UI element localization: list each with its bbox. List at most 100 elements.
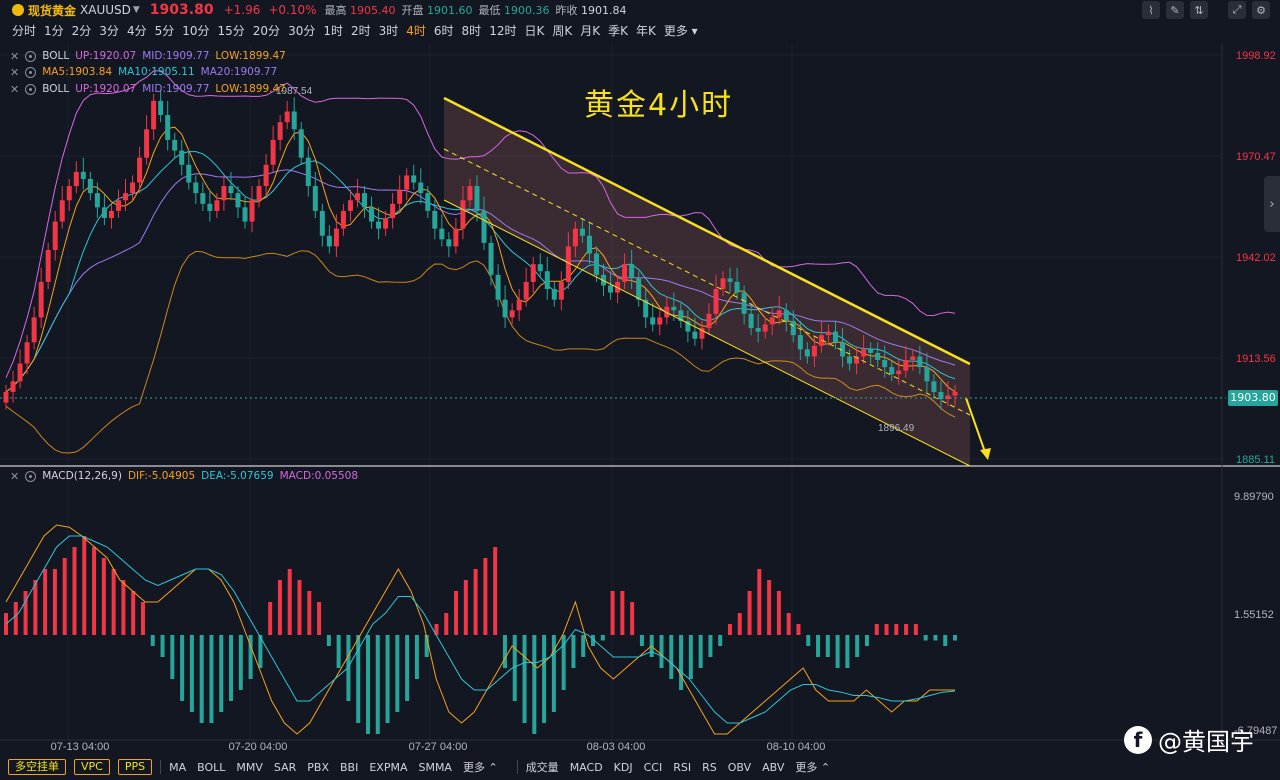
- chart-type-icon[interactable]: ⌇: [1142, 1, 1160, 19]
- macd-hist-bar: [874, 624, 879, 635]
- down-arrow-line: [965, 397, 986, 453]
- sub-indicator-3[interactable]: CCI: [643, 760, 663, 774]
- price-axis-label: 1885.11: [1236, 454, 1275, 466]
- period-19[interactable]: 月K: [580, 24, 601, 38]
- tool-button-1[interactable]: VPC: [74, 759, 110, 775]
- period-15[interactable]: 8时: [461, 24, 482, 38]
- period-11[interactable]: 2时: [350, 24, 371, 38]
- chevron-right-icon[interactable]: ›: [1264, 176, 1280, 232]
- candle-body: [713, 289, 719, 314]
- settings-icon[interactable]: [25, 83, 37, 95]
- sub-indicator-4[interactable]: RSI: [673, 760, 692, 774]
- period-1[interactable]: 1分: [44, 24, 64, 38]
- period-21[interactable]: 年K: [635, 24, 656, 38]
- candle-body: [256, 186, 262, 201]
- symbol-name[interactable]: 现货黄金: [28, 3, 77, 18]
- settings-icon[interactable]: [25, 66, 37, 78]
- period-3[interactable]: 3分: [99, 24, 119, 38]
- period-17[interactable]: 日K: [524, 24, 545, 38]
- period-2[interactable]: 2分: [71, 24, 92, 38]
- period-12[interactable]: 3时: [378, 24, 399, 38]
- sub-indicator-6[interactable]: OBV: [727, 760, 752, 774]
- main-indicator-ma[interactable]: MA: [169, 760, 187, 774]
- macd-hist-bar: [816, 635, 821, 657]
- tool-button-2[interactable]: PPS: [117, 759, 153, 775]
- macd-hist-bar: [884, 624, 889, 635]
- sub-indicator-5[interactable]: RS: [702, 760, 717, 774]
- macd-hist-bar: [23, 591, 28, 635]
- close-icon[interactable]: ✕: [10, 82, 20, 96]
- period-16[interactable]: 12时: [489, 24, 517, 38]
- macd-hist-bar: [229, 635, 234, 701]
- period-14[interactable]: 6时: [433, 24, 454, 38]
- candle-body: [38, 281, 44, 318]
- sub-indicator-0[interactable]: 成交量: [525, 761, 559, 774]
- macd-hist-bar: [209, 635, 214, 723]
- fullscreen-icon[interactable]: ⤢: [1228, 1, 1246, 19]
- period-9[interactable]: 30分: [288, 24, 316, 38]
- settings-icon[interactable]: [25, 50, 37, 62]
- period-4[interactable]: 4分: [126, 24, 147, 38]
- more-main-indicators[interactable]: 更多 ⌃: [462, 761, 498, 774]
- candle-body: [558, 281, 564, 300]
- settings-icon[interactable]: ⚙: [1252, 1, 1270, 19]
- candle-body: [537, 264, 543, 272]
- candle-body: [369, 207, 375, 222]
- candle-body: [593, 253, 599, 275]
- tool-button-0[interactable]: 多空挂单: [8, 759, 66, 775]
- macd-hist-bar: [688, 635, 693, 679]
- period-13[interactable]: 4时: [406, 24, 426, 38]
- compare-icon[interactable]: ⇅: [1190, 1, 1208, 19]
- candle-body: [376, 221, 382, 229]
- macd-hist-bar: [150, 635, 155, 646]
- period-8[interactable]: 20分: [252, 24, 281, 38]
- period-6[interactable]: 10分: [182, 24, 210, 38]
- main-indicator-sar[interactable]: SAR: [273, 760, 297, 774]
- period-18[interactable]: 周K: [552, 24, 573, 38]
- main-indicator-pbx[interactable]: PBX: [307, 760, 329, 774]
- toolbar-right: ⌇ ✎ ⇅ ⤢ ⚙: [1142, 0, 1270, 20]
- draw-icon[interactable]: ✎: [1166, 1, 1184, 19]
- sub-indicator-7[interactable]: ABV: [762, 760, 785, 774]
- close-icon[interactable]: ✕: [10, 469, 20, 483]
- candle-body: [917, 356, 923, 368]
- candle-body: [481, 210, 487, 243]
- symbol-code[interactable]: XAUUSD: [80, 3, 131, 17]
- macd-axis-label: 9.89790: [1234, 491, 1274, 503]
- main-indicator-expma[interactable]: EXPMA: [369, 760, 408, 774]
- main-indicator-smma[interactable]: SMMA: [418, 760, 452, 774]
- period-0[interactable]: 分时: [12, 24, 37, 38]
- settings-icon[interactable]: [25, 470, 37, 482]
- macd-hist-bar: [679, 635, 684, 690]
- macd-hist-bar: [747, 591, 752, 635]
- macd-hist-bar: [630, 602, 635, 635]
- macd-hist-bar: [581, 635, 586, 657]
- high-label: 最高: [324, 4, 347, 17]
- period-5[interactable]: 5分: [154, 24, 175, 38]
- candle-body: [94, 193, 100, 208]
- indicator-name: MACD(12,26,9): [42, 470, 122, 482]
- more-sub-indicators[interactable]: 更多 ⌃: [795, 761, 831, 774]
- period-22[interactable]: 更多 ▾: [663, 24, 698, 38]
- main-indicator-bbi[interactable]: BBI: [339, 760, 359, 774]
- period-10[interactable]: 1时: [323, 24, 343, 38]
- boll-mid: MID:1909.77: [142, 50, 210, 62]
- candle-body: [207, 203, 213, 211]
- close-icon[interactable]: ✕: [10, 49, 20, 63]
- macd-hist-bar: [727, 624, 732, 635]
- macd-hist-bar: [923, 635, 928, 641]
- symbol-dropdown-icon[interactable]: ▼: [132, 5, 140, 15]
- watermark-text: @黄国宇: [1158, 728, 1254, 756]
- main-indicator-boll[interactable]: BOLL: [197, 760, 226, 774]
- macd-hist-bar: [502, 635, 507, 668]
- candle-body: [509, 310, 515, 318]
- period-20[interactable]: 季K: [608, 24, 628, 38]
- macd-hist-bar: [708, 635, 713, 657]
- sub-indicator-1[interactable]: MACD: [569, 760, 603, 774]
- close-icon[interactable]: ✕: [10, 65, 20, 79]
- main-indicator-mmv[interactable]: MMV: [236, 760, 263, 774]
- period-7[interactable]: 15分: [217, 24, 245, 38]
- price-change-pct: +0.10%: [268, 3, 317, 17]
- sub-indicator-2[interactable]: KDJ: [613, 760, 633, 774]
